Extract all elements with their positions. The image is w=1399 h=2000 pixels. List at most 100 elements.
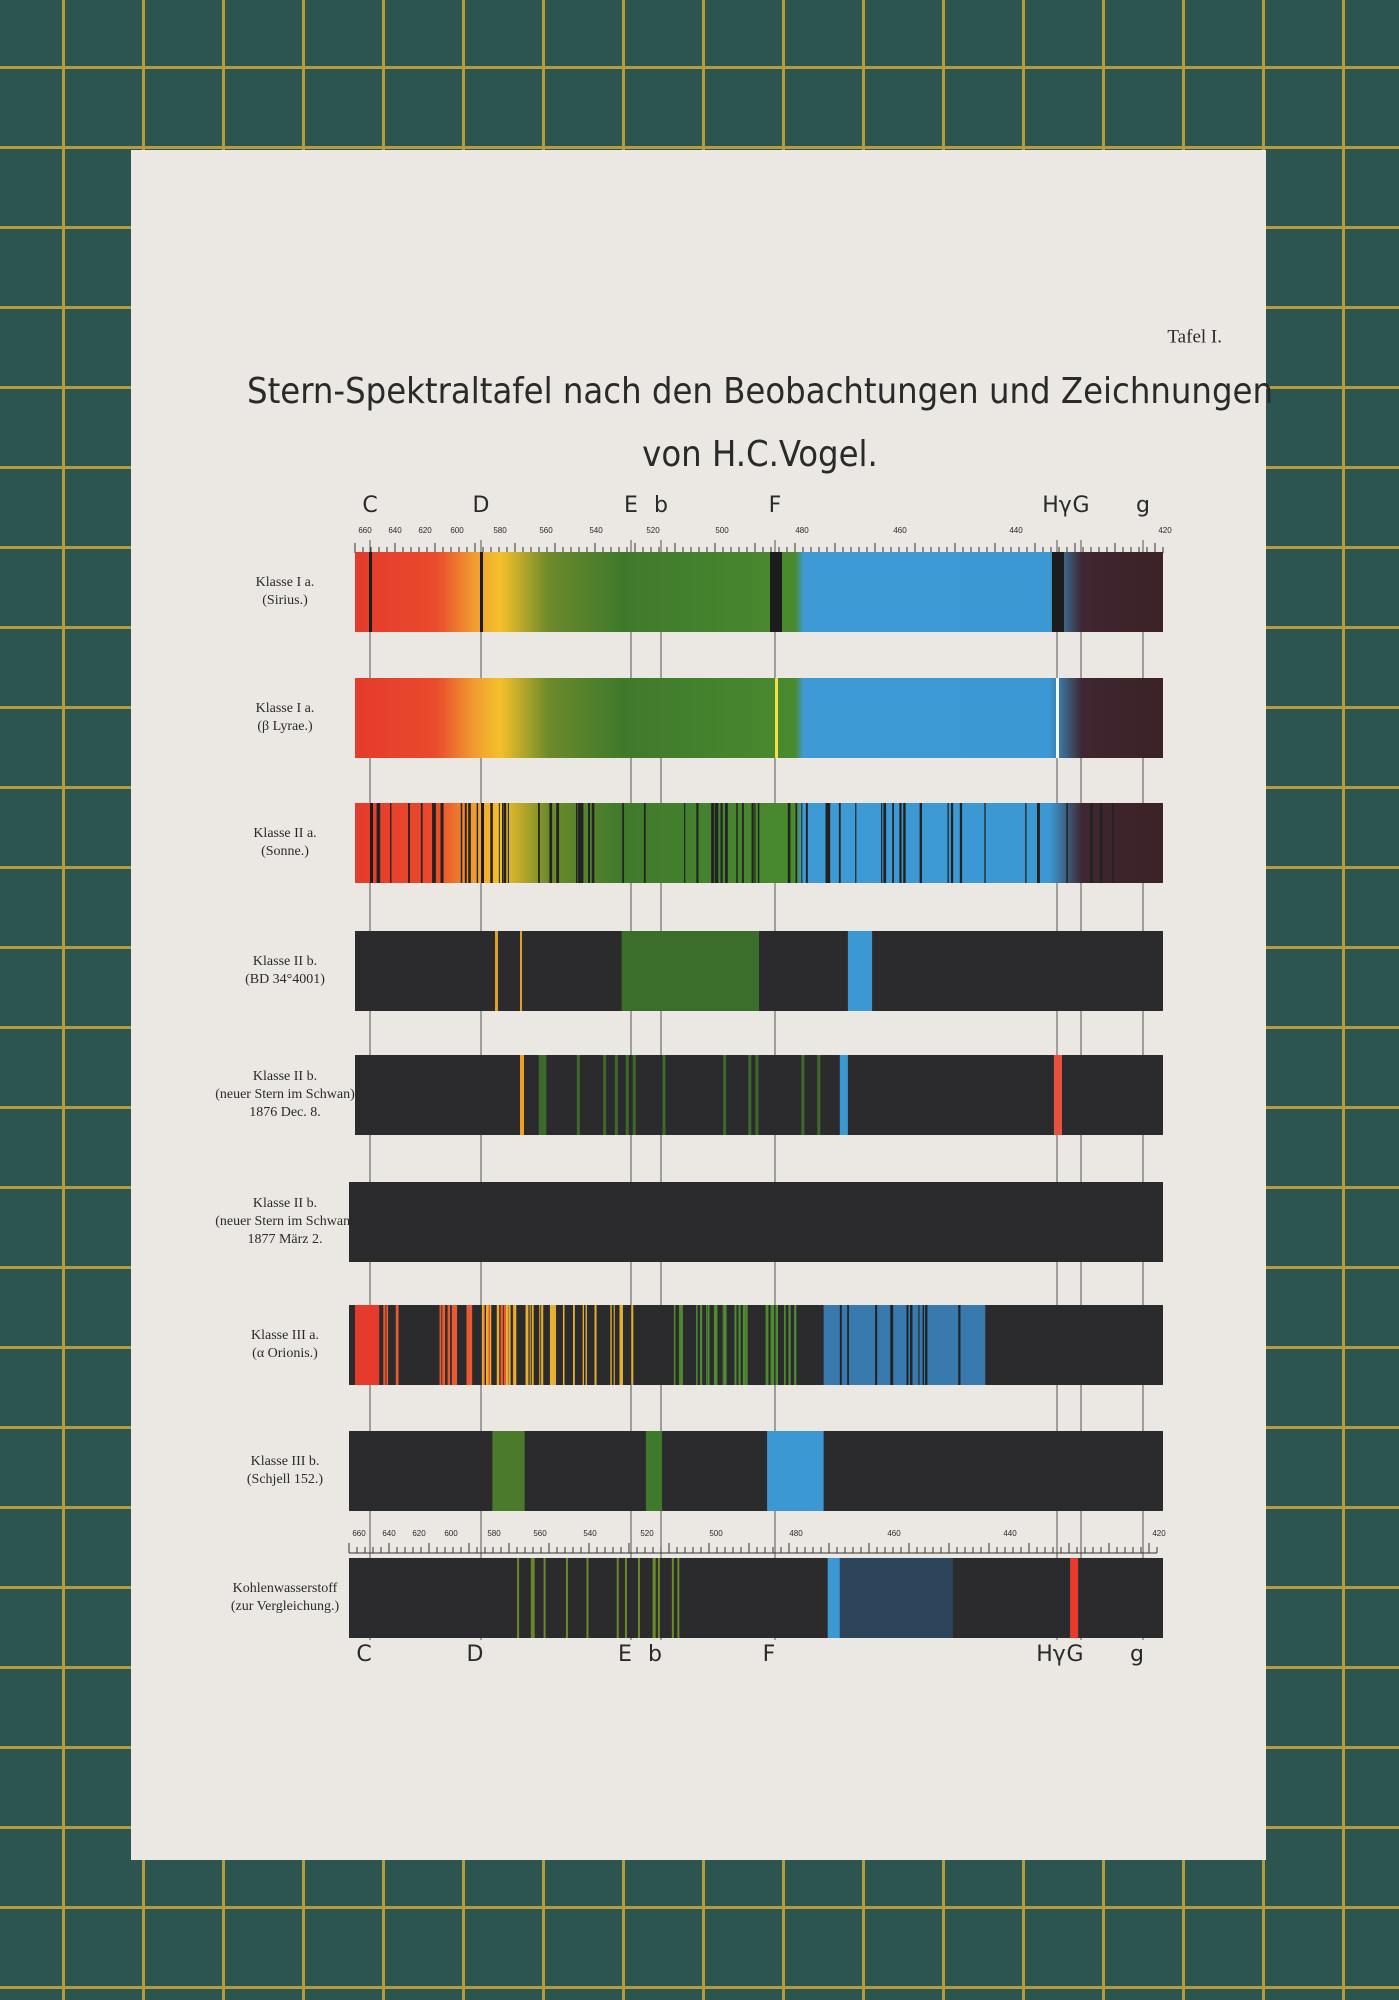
absorption-line [503, 803, 507, 883]
absorption-line [614, 1055, 618, 1135]
absorption-line [772, 1305, 775, 1385]
row-label: Klasse III a. [251, 1328, 319, 1343]
absorption-line [370, 803, 373, 883]
absorption-line [838, 803, 841, 883]
absorption-line [554, 1305, 557, 1385]
absorption-line [1066, 803, 1068, 883]
absorption-line [556, 803, 560, 883]
absorption-line [742, 1305, 746, 1385]
plate-number: Tafel I. [1167, 326, 1222, 347]
scale-label: 620 [412, 1529, 426, 1538]
absorption-line [448, 1305, 451, 1385]
title: Stern-Spektraltafel nach den Beobachtung… [247, 371, 1273, 412]
absorption-line [377, 803, 381, 883]
absorption-line [498, 803, 500, 883]
absorption-line [576, 1055, 580, 1135]
line-letter: G [1072, 493, 1089, 518]
absorption-line [679, 1305, 681, 1385]
absorption-line [496, 1305, 500, 1385]
absorption-line [610, 1305, 612, 1385]
absorption-line [489, 1305, 492, 1385]
absorption-line [751, 803, 754, 883]
scale-label: 600 [444, 1529, 458, 1538]
spectrum [355, 552, 1163, 632]
emission [1053, 1055, 1062, 1135]
row-label: Kohlenwasserstoff [233, 1581, 338, 1596]
scale-label: 440 [1009, 526, 1023, 535]
spectrum [349, 1182, 1163, 1262]
line-letter: F [763, 1642, 776, 1667]
absorption-line [817, 1055, 821, 1135]
scale-label: 420 [1158, 526, 1172, 535]
absorption-line [736, 803, 738, 883]
absorption-line [573, 1305, 575, 1385]
absorption-line [432, 803, 436, 883]
row-label: 1876 Dec. 8. [249, 1105, 321, 1120]
absorption-line [825, 803, 828, 883]
absorption-line [525, 1305, 529, 1385]
emission [847, 931, 873, 1011]
absorption-line [755, 1055, 759, 1135]
absorption-line [395, 1305, 399, 1385]
absorption-line [624, 1558, 627, 1638]
absorption-line [770, 552, 782, 632]
absorption-line [369, 552, 372, 632]
line-letter: F [769, 493, 782, 518]
absorption-line [460, 803, 463, 883]
absorption-line [565, 1558, 568, 1638]
line-letter: C [356, 1642, 371, 1667]
row-label: (BD 34°4001) [245, 972, 325, 987]
absorption-line [671, 1558, 674, 1638]
absorption-line [787, 803, 791, 883]
line-letter: b [654, 493, 668, 518]
row-label: (α Orionis.) [252, 1346, 318, 1361]
absorption-line [578, 803, 581, 883]
spectrum [355, 678, 1163, 758]
absorption-line [619, 1305, 623, 1385]
absorption-line [714, 803, 717, 883]
scale-label: 540 [589, 526, 603, 535]
scale-label: 660 [358, 526, 372, 535]
absorption-line [784, 1305, 786, 1385]
absorption-line [420, 803, 423, 883]
absorption-line [984, 803, 986, 883]
scale-label: 460 [887, 1529, 901, 1538]
absorption-line [485, 1305, 489, 1385]
absorption-line [594, 1305, 597, 1385]
line-letter: Hγ [1036, 1642, 1066, 1667]
absorption-line [383, 1305, 386, 1385]
scale-label: 620 [418, 526, 432, 535]
absorption-line [481, 1305, 484, 1385]
absorption-line [454, 1305, 458, 1385]
line-letter: g [1136, 493, 1150, 518]
absorption-line [487, 1305, 491, 1385]
absorption-line [507, 803, 509, 883]
scale-label: 580 [493, 526, 507, 535]
absorption-line [911, 1305, 913, 1385]
absorption-line [575, 803, 578, 883]
title: von H.C.Vogel. [642, 434, 878, 475]
absorption-line [390, 803, 392, 883]
absorption-line [801, 1055, 805, 1135]
absorption-line [616, 1558, 619, 1638]
line-letter: g [1130, 1642, 1144, 1667]
absorption-line [903, 803, 906, 883]
emission [839, 1558, 953, 1638]
absorption-line [828, 803, 831, 883]
emission [645, 1431, 663, 1511]
row-label: (neuer Stern im Schwan) [215, 1087, 355, 1102]
absorption-line [586, 1558, 589, 1638]
row-label: Klasse II b. [253, 954, 317, 969]
absorption-line [481, 803, 484, 883]
absorption-line [1090, 803, 1093, 883]
absorption-line [919, 803, 923, 883]
absorption-line [549, 1305, 553, 1385]
absorption-line [910, 1305, 912, 1385]
absorption-line [643, 803, 646, 883]
absorption-line [1052, 552, 1064, 632]
absorption-line [775, 678, 778, 758]
row-label: Klasse I a. [256, 701, 315, 716]
absorption-line [442, 1305, 446, 1385]
absorption-line [440, 803, 444, 883]
absorption-line [538, 1055, 542, 1135]
